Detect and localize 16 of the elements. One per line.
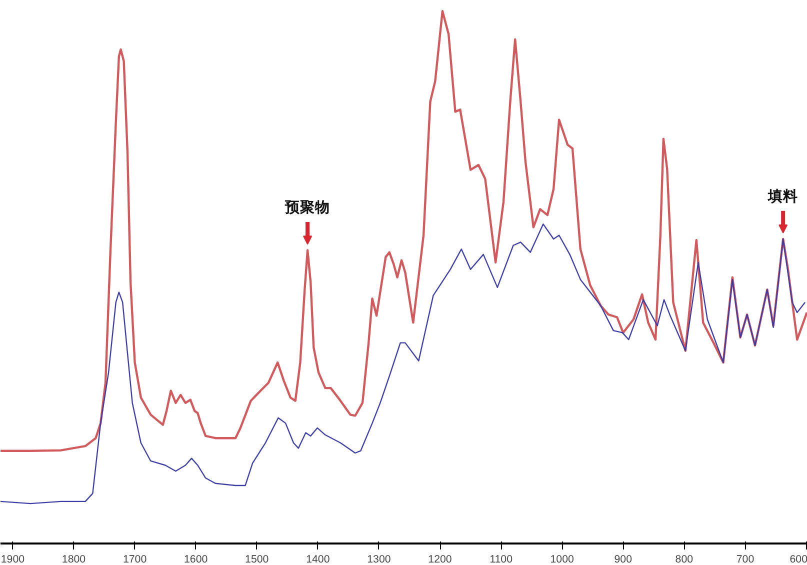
x-tick-label: 1200 [428,554,452,565]
annotation: 预聚物 [284,198,330,216]
x-tick-label: 1000 [550,554,574,565]
x-tick-label: 600 [790,554,807,565]
x-tick-label: 1400 [306,554,330,565]
x-tick-label: 1700 [122,554,147,565]
x-tick-label: 1300 [367,554,391,565]
annotation: 填料 [767,188,798,205]
x-tick-label: 1600 [184,554,208,565]
x-tick-label: 1800 [62,554,86,565]
x-tick-label: 700 [736,554,754,565]
x-tick-label: 800 [675,554,694,565]
x-tick-label: 1500 [245,554,269,565]
x-tick-label: 900 [614,554,632,565]
x-tick-label: 1900 [0,554,25,565]
x-tick-label: 1100 [490,554,513,565]
